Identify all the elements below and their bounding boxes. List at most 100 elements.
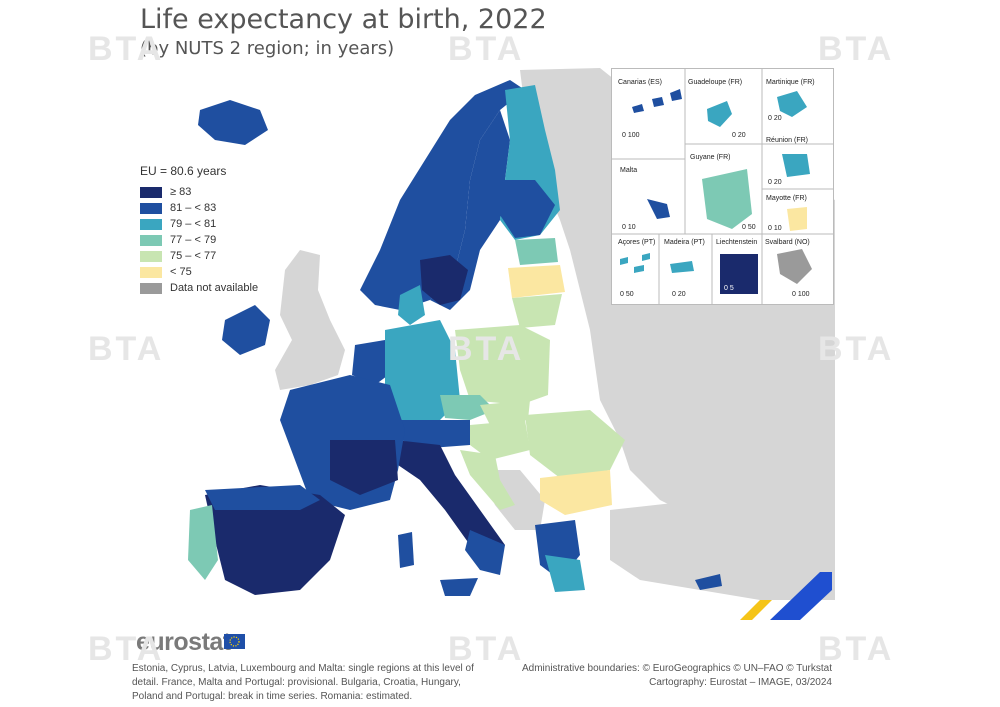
legend-label: ≥ 83 <box>170 186 192 198</box>
region-france-s <box>330 440 398 495</box>
inset-guadeloupe-label: Guadeloupe (FR) <box>688 79 743 86</box>
legend-swatch <box>140 186 162 198</box>
inset-guyane-scale: 0 50 <box>742 224 756 231</box>
inset-canarias-shape <box>632 89 682 113</box>
region-romania <box>525 410 625 478</box>
watermark: BTA <box>88 30 165 68</box>
region-hungary <box>470 420 530 460</box>
legend-label: 79 – < 81 <box>170 218 217 230</box>
inset-reunion-scale: 0 20 <box>768 179 782 186</box>
region-portugal <box>188 505 218 580</box>
map-title: Life expectancy at birth, 2022 <box>140 4 547 35</box>
inset-svalbard-shape <box>777 249 812 284</box>
region-lithuania <box>512 294 562 328</box>
legend: EU = 80.6 years ≥ 83 81 – < 83 79 – < 81… <box>140 164 258 296</box>
inset-martinique-label: Martinique (FR) <box>766 79 815 86</box>
inset-svalbard-scale: 0 100 <box>792 291 810 298</box>
region-czechia <box>440 395 495 420</box>
inset-canarias-label: Canarias (ES) <box>618 79 662 86</box>
legend-label: 77 – < 79 <box>170 234 217 246</box>
iceland-land <box>198 100 268 145</box>
region-spain <box>205 485 345 595</box>
inset-mayotte-shape <box>787 207 807 231</box>
legend-swatch <box>140 218 162 230</box>
region-benelux <box>352 340 395 385</box>
inset-guadeloupe-scale: 0 20 <box>732 132 746 139</box>
legend-item: 79 – < 81 <box>140 216 258 232</box>
inset-svalbard-label: Svalbard (NO) <box>765 239 810 246</box>
inset-maps-svg <box>612 69 833 304</box>
inset-martinique-shape <box>777 91 807 117</box>
watermark: BTA <box>818 330 895 368</box>
region-bulgaria <box>540 470 612 515</box>
legend-swatch <box>140 266 162 278</box>
legend-label: Data not available <box>170 282 259 294</box>
inset-madeira-scale: 0 20 <box>672 291 686 298</box>
inset-liechtenstein-label: Liechtenstein <box>716 239 758 246</box>
inset-acores-shape <box>620 253 650 273</box>
legend-item: < 75 <box>140 264 258 280</box>
inset-maps-panel: Canarias (ES) 0 100 Guadeloupe (FR) 0 20… <box>611 68 834 305</box>
region-spain-n <box>205 485 320 510</box>
legend-swatch <box>140 250 162 262</box>
inset-martinique-scale: 0 20 <box>768 115 782 122</box>
decor-blue-stripe <box>770 572 832 620</box>
inset-mayotte-label: Mayotte (FR) <box>766 195 807 202</box>
inset-guyane-label: Guyane (FR) <box>690 154 731 161</box>
eurostat-logo: eurostat <box>136 628 231 656</box>
credits-boundaries: Administrative boundaries: © EuroGeograp… <box>521 663 832 674</box>
region-slovakia <box>480 400 530 425</box>
watermark: BTA <box>448 630 525 668</box>
region-latvia <box>508 265 565 298</box>
inset-acores-scale: 0 50 <box>620 291 634 298</box>
region-estonia <box>515 238 558 265</box>
legend-item: 81 – < 83 <box>140 200 258 216</box>
region-finland-s <box>500 180 555 238</box>
legend-item: 77 – < 79 <box>140 232 258 248</box>
inset-canarias-scale: 0 100 <box>622 132 640 139</box>
credits-cartography: Cartography: Eurostat – IMAGE, 03/2024 <box>649 677 832 688</box>
inset-liechtenstein-scale: 0 5 <box>724 285 734 292</box>
inset-mayotte-scale: 0 10 <box>768 225 782 232</box>
legend-item: 75 – < 77 <box>140 248 258 264</box>
watermark: BTA <box>88 330 165 368</box>
legend-swatch <box>140 234 162 246</box>
region-denmark <box>398 285 425 325</box>
eu-stars-icon <box>229 636 240 647</box>
legend-label: 75 – < 77 <box>170 250 217 262</box>
watermark: BTA <box>448 30 525 68</box>
inset-malta-scale: 0 10 <box>622 224 636 231</box>
region-sicily <box>440 578 478 596</box>
region-sweden-south <box>420 255 468 305</box>
region-sweden <box>430 110 510 310</box>
inset-reunion-label: Réunion (FR) <box>766 137 809 144</box>
region-croatia <box>460 450 515 510</box>
turkey-land <box>610 500 835 600</box>
decor-yellow-stripe <box>740 600 772 620</box>
legend-label: < 75 <box>170 266 192 278</box>
legend-item: Data not available <box>140 280 258 296</box>
region-greece-s <box>545 555 585 592</box>
uk-land <box>275 250 345 390</box>
watermark: BTA <box>88 630 165 668</box>
inset-liechtenstein-shape <box>720 254 758 294</box>
legend-swatch <box>140 282 162 294</box>
legend-eu-average: EU = 80.6 years <box>140 164 227 178</box>
inset-malta-shape <box>647 199 670 219</box>
inset-guyane-shape <box>702 169 752 229</box>
footnote: Estonia, Cyprus, Latvia, Luxembourg and … <box>132 663 474 702</box>
credits: Administrative boundaries: © EuroGeograp… <box>522 662 832 690</box>
region-norway <box>360 80 525 310</box>
watermark: BTA <box>818 630 895 668</box>
region-sardinia <box>398 532 414 568</box>
region-ireland <box>222 305 270 355</box>
region-cyprus <box>695 574 722 590</box>
watermark: BTA <box>818 30 895 68</box>
region-austria <box>400 420 470 448</box>
legend-swatch <box>140 202 162 214</box>
map-subtitle: (by NUTS 2 region; in years) <box>140 38 395 59</box>
inset-acores-label: Açores (PT) <box>618 239 656 246</box>
inset-reunion-shape <box>782 154 810 177</box>
inset-madeira-shape <box>670 261 694 273</box>
